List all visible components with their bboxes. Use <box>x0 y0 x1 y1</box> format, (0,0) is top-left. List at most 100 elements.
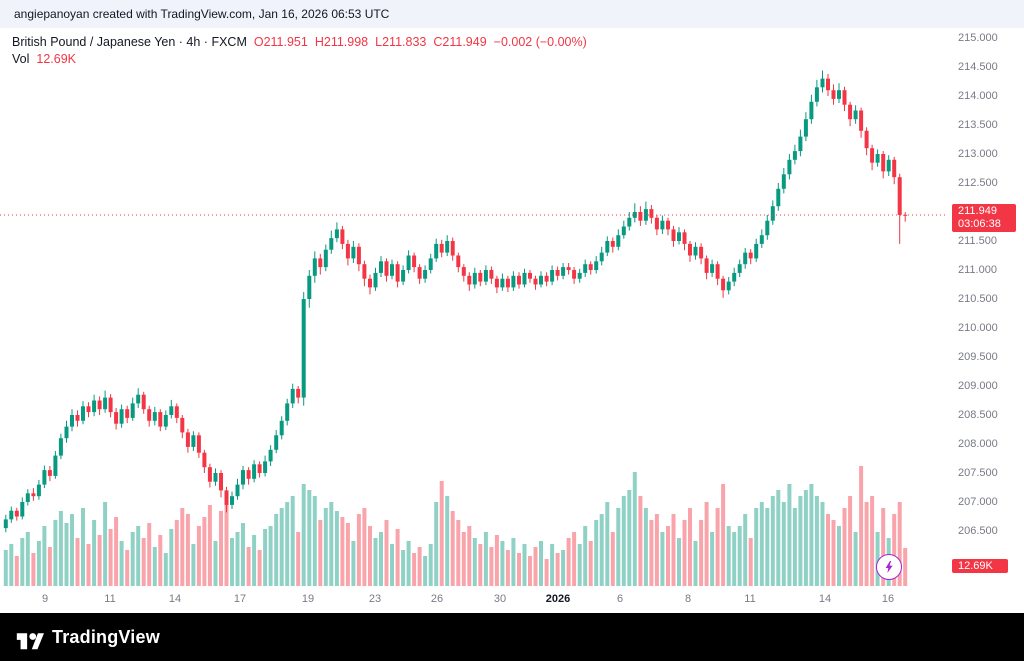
volume-bar[interactable] <box>638 496 643 586</box>
volume-bar[interactable] <box>86 544 91 586</box>
volume-bar[interactable] <box>483 532 488 586</box>
volume-bar[interactable] <box>643 508 648 586</box>
candle-body[interactable] <box>428 258 433 270</box>
candle-body[interactable] <box>704 258 709 273</box>
candle-body[interactable] <box>103 397 108 410</box>
volume-label[interactable]: Vol <box>12 52 30 66</box>
volume-bar[interactable] <box>334 511 339 586</box>
candle-body[interactable] <box>31 493 36 497</box>
volume-bar[interactable] <box>726 526 731 586</box>
candle-body[interactable] <box>621 226 626 236</box>
candle-body[interactable] <box>64 426 69 439</box>
candle-body[interactable] <box>649 209 654 218</box>
candle-body[interactable] <box>814 87 819 102</box>
candle-body[interactable] <box>853 110 858 120</box>
candle-body[interactable] <box>92 400 97 413</box>
volume-bar[interactable] <box>478 544 483 586</box>
volume-bar[interactable] <box>42 526 47 586</box>
candle-body[interactable] <box>572 270 577 279</box>
candle-body[interactable] <box>86 406 91 413</box>
volume-bar[interactable] <box>395 529 400 586</box>
candle-body[interactable] <box>721 278 726 291</box>
candle-body[interactable] <box>356 246 361 265</box>
candle-body[interactable] <box>803 119 808 137</box>
time-axis[interactable]: 9 11 14 17 19 23 26 30 2026 6 8 11 14 16 <box>0 586 946 613</box>
volume-bar[interactable] <box>859 466 864 586</box>
candle-body[interactable] <box>384 261 389 276</box>
volume-bar[interactable] <box>92 520 97 586</box>
volume-bar[interactable] <box>853 532 858 586</box>
volume-bar[interactable] <box>627 490 632 586</box>
volume-bar[interactable] <box>461 532 466 586</box>
candle-body[interactable] <box>42 470 47 485</box>
candle-body[interactable] <box>781 174 786 189</box>
volume-bar[interactable] <box>196 526 201 586</box>
candle-body[interactable] <box>539 275 543 285</box>
volume-bar[interactable] <box>754 508 759 586</box>
volume-bar[interactable] <box>345 523 350 586</box>
volume-bar[interactable] <box>715 508 720 586</box>
candle-body[interactable] <box>693 246 698 256</box>
candle-body[interactable] <box>58 438 63 456</box>
candle-body[interactable] <box>787 159 792 175</box>
volume-bar[interactable] <box>81 508 85 586</box>
volume-bar[interactable] <box>119 541 124 586</box>
volume-bar[interactable] <box>848 496 853 586</box>
candle-body[interactable] <box>660 220 665 230</box>
candle-body[interactable] <box>368 278 372 288</box>
volume-bar[interactable] <box>241 523 245 586</box>
candle-body[interactable] <box>180 417 185 433</box>
volume-bar[interactable] <box>572 532 577 586</box>
volume-bar[interactable] <box>141 538 146 586</box>
volume-bar[interactable] <box>605 502 610 586</box>
candle-body[interactable] <box>36 484 41 497</box>
volume-bar[interactable] <box>610 532 615 586</box>
volume-bar[interactable] <box>737 526 742 586</box>
candle-body[interactable] <box>798 136 803 152</box>
volume-bar[interactable] <box>58 511 63 586</box>
volume-bar[interactable] <box>787 484 792 586</box>
candle-body[interactable] <box>439 243 444 253</box>
volume-bar[interactable] <box>677 538 681 586</box>
candle-body[interactable] <box>230 496 234 505</box>
volume-bar[interactable] <box>781 502 786 586</box>
volume-bar[interactable] <box>147 523 152 586</box>
volume-bar[interactable] <box>114 517 119 586</box>
candle-body[interactable] <box>334 229 339 239</box>
volume-bar[interactable] <box>274 514 279 586</box>
volume-bar[interactable] <box>798 496 803 586</box>
lightning-button[interactable] <box>876 554 902 580</box>
volume-bar[interactable] <box>285 502 290 586</box>
volume-bar[interactable] <box>323 508 328 586</box>
candle-body[interactable] <box>494 278 499 288</box>
candle-body[interactable] <box>224 490 229 505</box>
volume-bar[interactable] <box>329 502 334 586</box>
candle-body[interactable] <box>826 78 830 91</box>
candle-body[interactable] <box>158 412 163 427</box>
volume-bar[interactable] <box>296 532 301 586</box>
tradingview-brand[interactable]: TradingView <box>52 626 160 647</box>
candle-body[interactable] <box>246 470 251 479</box>
candle-body[interactable] <box>677 232 681 241</box>
candle-body[interactable] <box>290 388 295 404</box>
volume-bar[interactable] <box>682 520 687 586</box>
volume-bar[interactable] <box>494 535 499 586</box>
candle-body[interactable] <box>897 177 902 215</box>
candle-body[interactable] <box>450 241 455 256</box>
candle-body[interactable] <box>301 299 306 398</box>
candle-body[interactable] <box>312 258 317 276</box>
volume-bar[interactable] <box>660 532 665 586</box>
candle-body[interactable] <box>643 209 648 221</box>
volume-bar[interactable] <box>842 508 847 586</box>
candle-body[interactable] <box>373 272 378 288</box>
candle-body[interactable] <box>235 484 240 497</box>
volume-bar[interactable] <box>97 535 102 586</box>
volume-bar[interactable] <box>130 532 135 586</box>
volume-bar[interactable] <box>721 484 726 586</box>
candle-body[interactable] <box>533 278 538 285</box>
candle-body[interactable] <box>610 241 615 247</box>
volume-bar[interactable] <box>450 511 455 586</box>
volume-bar[interactable] <box>632 472 637 586</box>
candle-body[interactable] <box>9 510 14 520</box>
volume-bar[interactable] <box>456 520 461 586</box>
